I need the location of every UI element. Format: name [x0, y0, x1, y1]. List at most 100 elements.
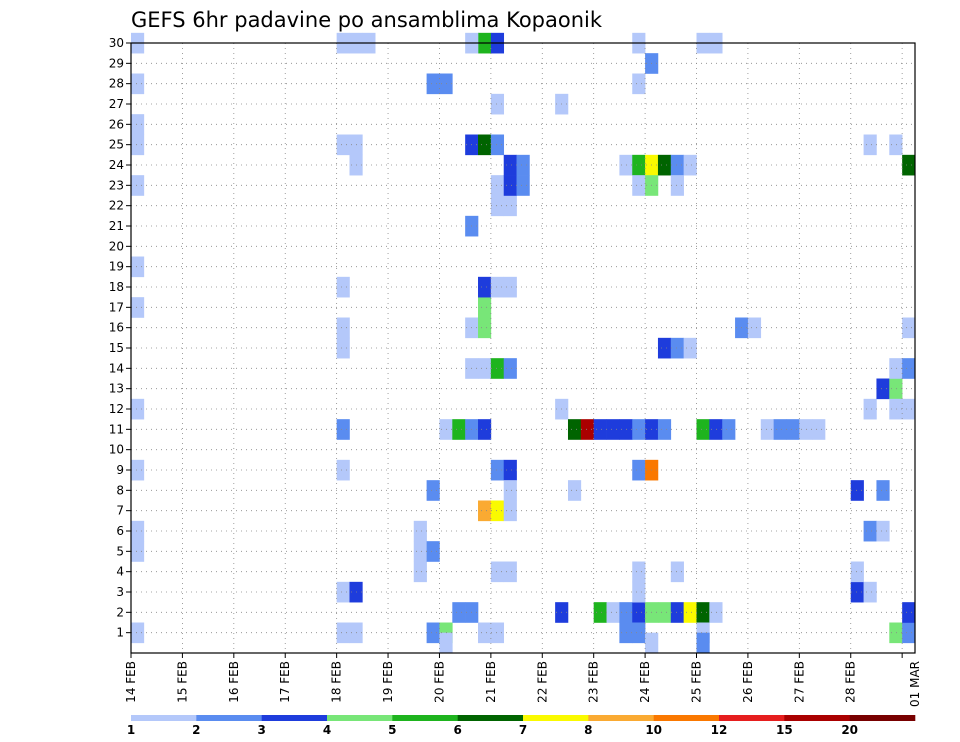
- precip-cell: [619, 154, 633, 176]
- precip-cell: [632, 602, 646, 623]
- precip-cell: [503, 500, 517, 522]
- precip-cell: [452, 419, 466, 440]
- x-tick-label: 21 FEB: [484, 661, 498, 703]
- precip-cell: [593, 419, 607, 440]
- precip-cell: [131, 134, 145, 156]
- precip-cell: [889, 378, 903, 400]
- precip-cell: [786, 419, 800, 440]
- y-tick-label: 22: [109, 199, 124, 213]
- colorbar-swatch: [849, 715, 916, 721]
- precip-cell: [490, 195, 505, 217]
- colorbar-label: 8: [584, 723, 592, 737]
- precip-cell: [336, 622, 350, 644]
- precip-cell: [503, 175, 517, 196]
- precip-cell: [863, 398, 877, 420]
- precip-cell: [850, 561, 864, 583]
- precip-cell: [478, 358, 492, 379]
- x-tick-label: 14 FEB: [124, 661, 138, 703]
- precip-cell: [670, 154, 684, 176]
- plot-frame: [130, 42, 916, 654]
- x-tick-label: 22 FEB: [535, 661, 549, 703]
- precip-cell: [503, 276, 517, 298]
- precip-cell: [889, 398, 903, 420]
- precip-cell: [632, 561, 646, 583]
- precip-cell: [696, 602, 710, 623]
- y-tick-label: 13: [109, 382, 124, 396]
- y-tick-label: 20: [109, 239, 124, 253]
- precip-cell: [336, 419, 350, 440]
- precip-cell: [490, 561, 505, 583]
- y-tick-label: 16: [109, 321, 124, 335]
- precip-cell: [863, 520, 877, 542]
- x-tick-label: 23 FEB: [587, 661, 601, 703]
- precip-cell: [799, 419, 813, 440]
- colorbar-label: 7: [519, 723, 527, 737]
- colorbar-swatch: [131, 715, 197, 721]
- y-tick-label: 12: [109, 402, 124, 416]
- precip-cell: [439, 632, 453, 654]
- precip-cell: [889, 622, 903, 644]
- precip-cell: [478, 622, 492, 644]
- x-tick-label: 17 FEB: [278, 661, 292, 703]
- colorbar-swatch: [653, 715, 720, 721]
- colorbar-label: 15: [776, 723, 793, 737]
- precip-cell: [131, 622, 145, 644]
- precip-cell: [632, 581, 646, 603]
- precip-cell: [336, 337, 350, 359]
- precip-cell: [850, 581, 864, 603]
- precip-cell: [131, 459, 145, 481]
- colorbar-swatch: [457, 715, 524, 721]
- precip-cell: [709, 602, 723, 623]
- colorbar-label: 2: [192, 723, 200, 737]
- precip-cell: [760, 419, 774, 440]
- gridlines: [131, 42, 915, 653]
- colorbar-label: 20: [841, 723, 858, 737]
- precip-cell: [131, 175, 145, 196]
- precip-cell: [902, 602, 916, 623]
- precip-cell: [580, 419, 594, 440]
- precip-cell: [812, 419, 826, 440]
- colorbar-swatch: [261, 715, 328, 721]
- colorbar-label: 3: [257, 723, 265, 737]
- precip-cell: [503, 154, 517, 176]
- precip-cell: [619, 602, 633, 623]
- precip-cell: [131, 541, 145, 562]
- precip-cell: [336, 134, 350, 156]
- precip-cell: [490, 500, 505, 522]
- precip-cell: [773, 419, 787, 440]
- precip-cell: [670, 175, 684, 196]
- precip-cell: [131, 256, 145, 278]
- y-tick-label: 1: [116, 626, 124, 640]
- precip-cell: [863, 134, 877, 156]
- y-tick-label: 5: [116, 544, 124, 558]
- y-tick-label: 7: [116, 504, 124, 518]
- x-tick-label: 20 FEB: [432, 661, 446, 703]
- precip-cell: [632, 622, 646, 644]
- precip-cell: [567, 419, 582, 440]
- colorbar-label: 12: [711, 723, 728, 737]
- precip-cell: [503, 459, 517, 481]
- precip-cell: [632, 459, 646, 481]
- precip-cell: [503, 480, 517, 501]
- precip-cell: [426, 73, 440, 95]
- precip-cell: [683, 154, 697, 176]
- y-tick-label: 6: [116, 524, 124, 538]
- precip-cell: [657, 602, 672, 623]
- precip-cell: [131, 114, 145, 135]
- colorbar-swatch: [719, 715, 785, 721]
- precip-cell: [413, 541, 427, 562]
- chart-title: GEFS 6hr padavine po ansamblima Kopaonik: [131, 8, 603, 32]
- precip-cell: [131, 297, 145, 318]
- colorbar-swatch: [784, 715, 850, 721]
- colorbar-swatch: [523, 715, 589, 721]
- precip-cell: [131, 398, 145, 420]
- precip-cell: [593, 602, 607, 623]
- y-tick-label: 24: [109, 158, 124, 172]
- y-tick-label: 21: [109, 219, 124, 233]
- precip-cell: [876, 378, 890, 400]
- y-tick-label: 26: [109, 117, 124, 131]
- precip-cell: [478, 500, 492, 522]
- precip-cell: [632, 154, 646, 176]
- precip-cell: [606, 419, 620, 440]
